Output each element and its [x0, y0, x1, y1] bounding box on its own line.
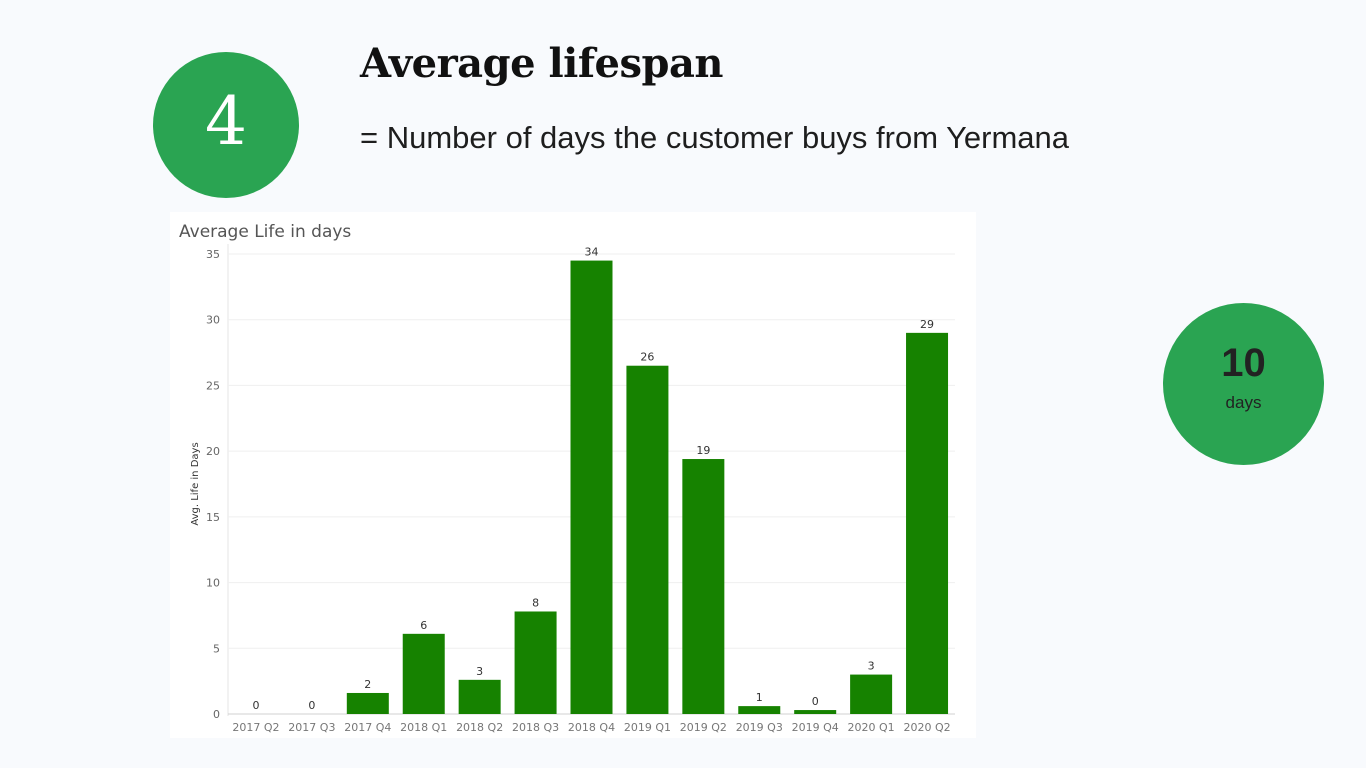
data-label: 19: [696, 444, 710, 457]
x-tick-label: 2020 Q2: [903, 721, 950, 734]
bar: [850, 674, 893, 714]
bar: [570, 260, 613, 714]
x-tick-label: 2019 Q3: [736, 721, 783, 734]
step-number: 4: [205, 83, 247, 160]
x-tick-label: 2018 Q4: [568, 721, 615, 734]
data-label: 1: [756, 691, 763, 704]
step-badge: 4: [153, 52, 299, 198]
data-label: 0: [308, 699, 315, 712]
y-tick-label: 15: [206, 511, 220, 524]
y-tick-label: 0: [213, 708, 220, 721]
bar: [682, 459, 725, 714]
bar: [402, 633, 445, 714]
x-tick-label: 2018 Q2: [456, 721, 503, 734]
x-tick-label: 2017 Q2: [232, 721, 279, 734]
y-tick-label: 25: [206, 379, 220, 392]
data-label: 0: [252, 699, 259, 712]
bar: [626, 365, 669, 714]
bar: [906, 332, 949, 714]
chart-title: Average Life in days: [179, 222, 352, 242]
x-tick-label: 2017 Q4: [344, 721, 391, 734]
y-tick-label: 30: [206, 314, 220, 327]
page-title: Average lifespan: [360, 40, 723, 87]
y-tick-label: 20: [206, 445, 220, 458]
data-label: 2: [364, 678, 371, 691]
x-tick-label: 2018 Q3: [512, 721, 559, 734]
data-label: 8: [532, 596, 539, 609]
data-label: 26: [640, 351, 654, 364]
x-tick-label: 2020 Q1: [848, 721, 895, 734]
y-tick-label: 35: [206, 248, 220, 261]
data-label: 3: [476, 665, 483, 678]
y-axis-title: Avg. Life in Days: [190, 442, 201, 525]
x-tick-label: 2019 Q2: [680, 721, 727, 734]
x-tick-label: 2019 Q4: [792, 721, 839, 734]
stat-value: 10: [1221, 341, 1266, 385]
data-label: 3: [868, 660, 875, 673]
stat-unit: days: [1225, 393, 1262, 412]
y-tick-label: 5: [213, 642, 220, 655]
x-tick-label: 2018 Q1: [400, 721, 447, 734]
bar: [794, 710, 837, 714]
data-label: 29: [920, 318, 934, 331]
bar: [458, 679, 501, 714]
y-tick-label: 10: [206, 577, 220, 590]
bar: [346, 692, 389, 714]
bar: [738, 706, 781, 714]
x-tick-label: 2019 Q1: [624, 721, 671, 734]
x-tick-label: 2017 Q3: [288, 721, 335, 734]
data-label: 0: [812, 695, 819, 708]
data-label: 6: [420, 619, 427, 632]
data-label: 34: [585, 246, 599, 259]
bar: [514, 611, 557, 714]
chart-panel: Average Life in days 0 5 10 15 20 25 30 35 Avg. …: [170, 212, 976, 738]
page-subtitle: = Number of days the customer buys from …: [360, 120, 1070, 155]
average-lifespan-stat: 10 days: [1163, 303, 1324, 465]
